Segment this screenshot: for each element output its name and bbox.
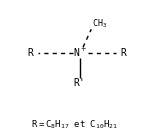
Text: R: R xyxy=(120,48,126,58)
Text: $\mathregular{N}^+$: $\mathregular{N}^+$ xyxy=(73,46,87,59)
Text: R: R xyxy=(27,48,33,58)
Text: R': R' xyxy=(74,78,85,88)
Text: $\mathregular{R = C_8H_{17}}$ et $\mathregular{C_{10}H_{21}}$: $\mathregular{R = C_8H_{17}}$ et $\mathr… xyxy=(31,119,118,131)
Text: $\mathregular{CH_3}$: $\mathregular{CH_3}$ xyxy=(92,17,107,30)
